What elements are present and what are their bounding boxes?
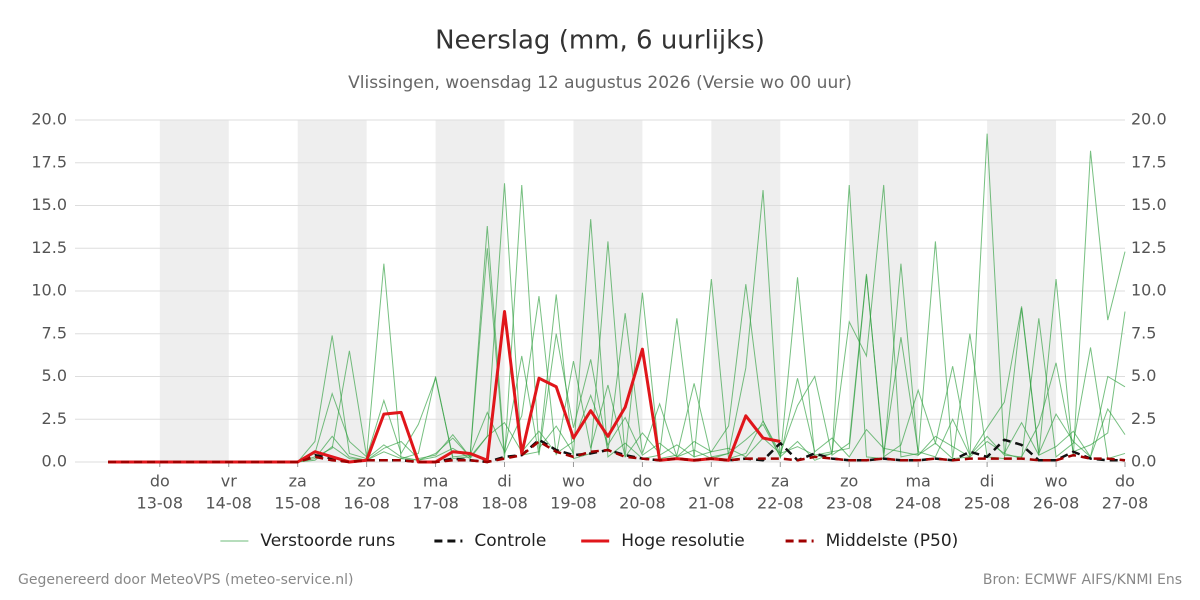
y-tick-label: 7.5 — [42, 323, 67, 342]
x-tick-label: 19-08 — [550, 494, 597, 513]
x-tick-label: 14-08 — [205, 494, 252, 513]
x-tick-weekday: za — [289, 472, 307, 491]
legend-label: Hoge resolutie — [621, 531, 745, 551]
x-tick-weekday: vr — [703, 472, 719, 491]
chart-subtitle: Vlissingen, woensdag 12 augustus 2026 (V… — [348, 73, 852, 93]
x-tick-label: 20-08 — [619, 494, 666, 513]
legend-label: Verstoorde runs — [260, 531, 395, 551]
x-tick-label: 27-08 — [1102, 494, 1149, 513]
x-tick-label: 26-08 — [1033, 494, 1080, 513]
series-line — [108, 440, 1126, 464]
x-tick-label: 21-08 — [688, 494, 735, 513]
x-tick-label: 23-08 — [826, 494, 873, 513]
y2-tick-label: 5.0 — [1131, 366, 1156, 385]
x-tick-weekday: ma — [423, 472, 448, 491]
x-tick-label: 24-08 — [895, 494, 942, 513]
x-tick-weekday: do — [150, 472, 170, 491]
x-tick-weekday: ma — [905, 472, 930, 491]
x-tick-label: 16-08 — [343, 494, 390, 513]
x-tick-weekday: vr — [221, 472, 237, 491]
x-tick-weekday: do — [1115, 472, 1135, 491]
legend-label: Controle — [474, 531, 546, 551]
x-tick-weekday: di — [980, 472, 995, 491]
x-tick-weekday: zo — [358, 472, 376, 491]
y-tick-label: 17.5 — [31, 152, 67, 171]
footer-left: Gegenereerd door MeteoVPS (meteo-service… — [18, 572, 353, 588]
x-tick-weekday: wo — [1045, 472, 1068, 491]
y2-tick-label: 15.0 — [1131, 195, 1167, 214]
x-tick-label: 15-08 — [274, 494, 321, 513]
y2-tick-label: 2.5 — [1131, 409, 1156, 428]
x-tick-label: 17-08 — [412, 494, 459, 513]
y-tick-label: 20.0 — [31, 110, 67, 129]
y-tick-label: 2.5 — [42, 409, 67, 428]
x-tick-label: 13-08 — [137, 494, 184, 513]
legend-label: Middelste (P50) — [826, 531, 959, 551]
x-tick-label: 22-08 — [757, 494, 804, 513]
x-tick-weekday: do — [632, 472, 652, 491]
y-tick-label: 15.0 — [31, 195, 67, 214]
y-tick-label: 0.0 — [42, 452, 67, 471]
x-tick-weekday: di — [497, 472, 512, 491]
y2-tick-label: 7.5 — [1131, 323, 1156, 342]
y2-tick-label: 12.5 — [1131, 238, 1167, 257]
chart-title: Neerslag (mm, 6 uurlijks) — [435, 26, 765, 56]
y-tick-label: 12.5 — [31, 238, 67, 257]
y-tick-label: 10.0 — [31, 281, 67, 300]
x-tick-weekday: wo — [562, 472, 585, 491]
y2-tick-label: 10.0 — [1131, 281, 1167, 300]
x-tick-weekday: za — [771, 472, 789, 491]
x-tick-label: 18-08 — [481, 494, 528, 513]
footer-right: Bron: ECMWF AIFS/KNMI Ens — [983, 572, 1182, 588]
x-tick-label: 25-08 — [964, 494, 1011, 513]
y-tick-label: 5.0 — [42, 366, 67, 385]
y2-tick-label: 17.5 — [1131, 152, 1167, 171]
y2-tick-label: 0.0 — [1131, 452, 1156, 471]
y2-tick-label: 20.0 — [1131, 110, 1167, 129]
x-tick-weekday: zo — [840, 472, 858, 491]
